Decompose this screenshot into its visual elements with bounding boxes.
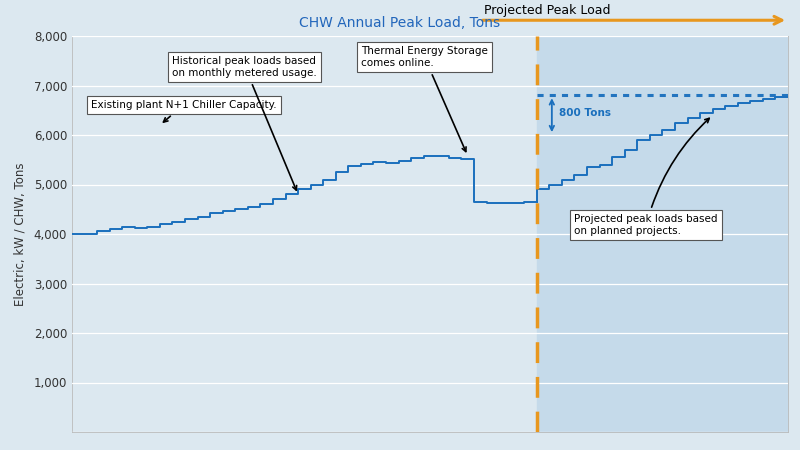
- Text: 800 Tons: 800 Tons: [559, 108, 611, 118]
- Text: Historical peak loads based
on monthly metered usage.: Historical peak loads based on monthly m…: [173, 56, 318, 190]
- Text: Projected peak loads based
on planned projects.: Projected peak loads based on planned pr…: [574, 118, 718, 236]
- Y-axis label: Electric, kW / CHW, Tons: Electric, kW / CHW, Tons: [14, 162, 27, 306]
- Text: Projected Peak Load: Projected Peak Load: [484, 4, 610, 17]
- Text: Thermal Energy Storage
comes online.: Thermal Energy Storage comes online.: [361, 46, 488, 152]
- Text: CHW Annual Peak Load, Tons: CHW Annual Peak Load, Tons: [299, 16, 501, 30]
- Text: Existing plant N+1 Chiller Capacity.: Existing plant N+1 Chiller Capacity.: [91, 100, 277, 122]
